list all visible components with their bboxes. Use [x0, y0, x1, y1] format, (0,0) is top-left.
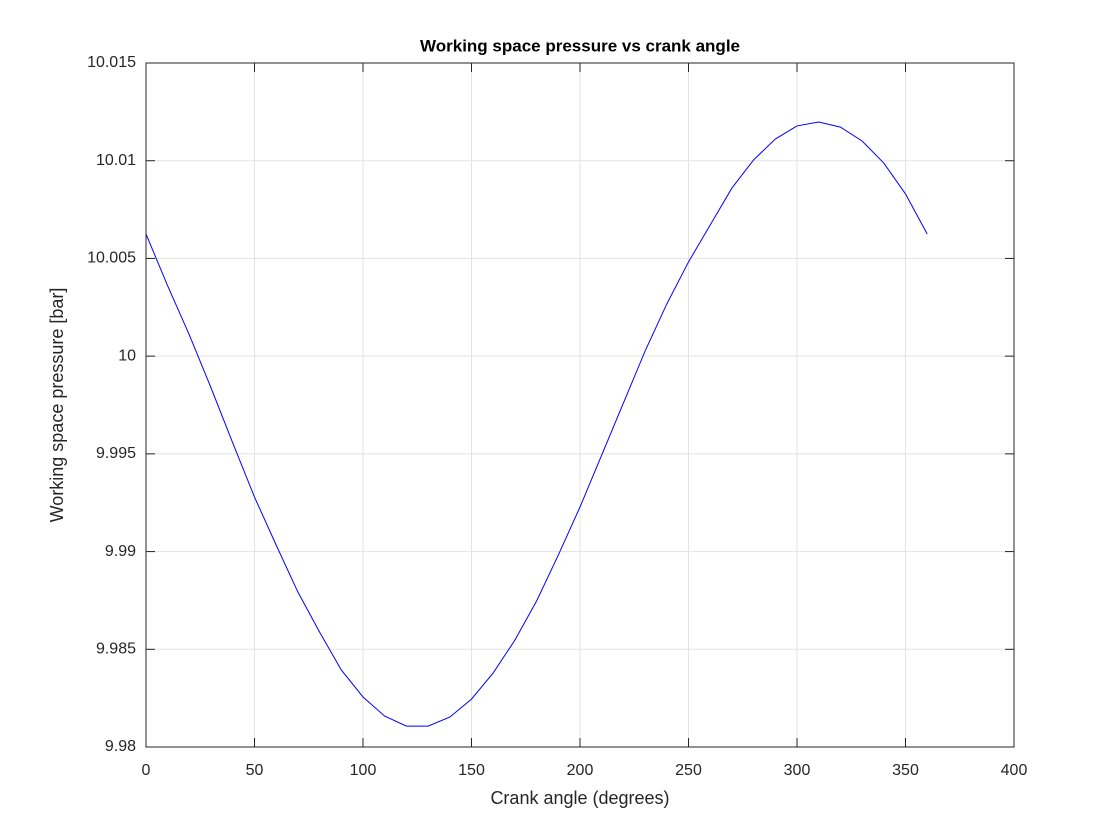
- y-axis-label: Working space pressure [bar]: [47, 288, 67, 523]
- y-tick-label: 9.985: [96, 641, 136, 658]
- data-line: [145, 121, 928, 727]
- y-tick-label: 9.98: [105, 738, 136, 755]
- x-axis-label: Crank angle (degrees): [490, 788, 669, 808]
- y-tick-label: 10.01: [96, 152, 136, 169]
- y-tick-label: 10.015: [87, 54, 136, 71]
- y-tick-label: 9.995: [96, 445, 136, 462]
- x-tick-label: 200: [567, 762, 594, 779]
- y-tick-label: 10: [118, 347, 136, 364]
- x-tick-label: 400: [1001, 762, 1028, 779]
- x-tick-label: 250: [675, 762, 702, 779]
- x-tick-label: 350: [892, 762, 919, 779]
- chart-title: Working space pressure vs crank angle: [420, 36, 740, 55]
- x-tick-label: 50: [246, 762, 264, 779]
- y-tick-label: 9.99: [105, 543, 136, 560]
- x-tick-label: 150: [458, 762, 485, 779]
- x-tick-label: 0: [142, 762, 151, 779]
- y-tick-label: 10.005: [87, 250, 136, 267]
- x-tick-label: 100: [350, 762, 377, 779]
- x-tick-label: 300: [784, 762, 811, 779]
